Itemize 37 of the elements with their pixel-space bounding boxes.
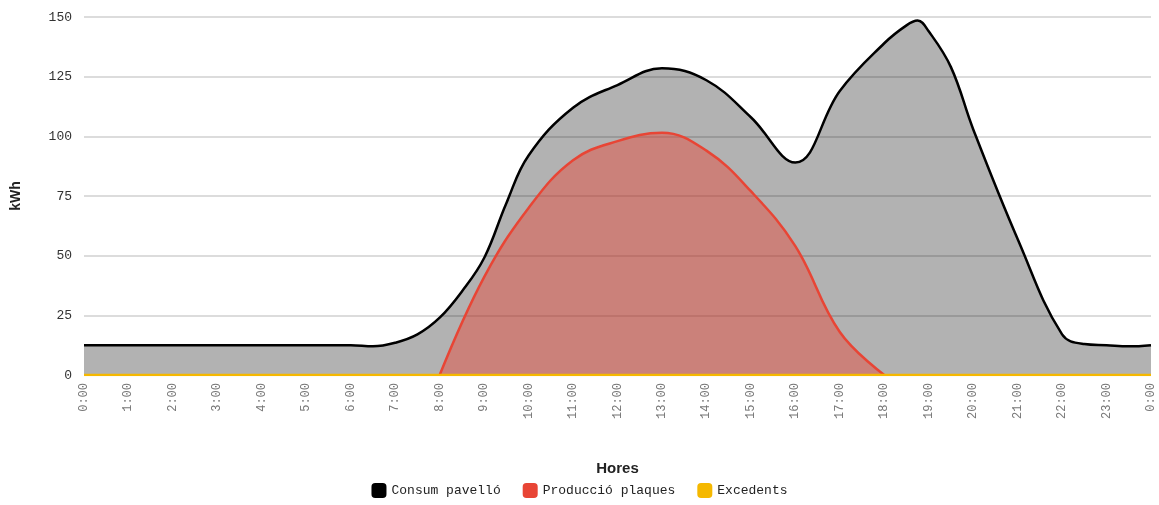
x-tick-label: 4:00 — [254, 383, 269, 412]
y-tick-label: 150 — [48, 9, 72, 25]
x-tick-label: 21:00 — [1010, 383, 1025, 420]
x-tick-label: 10:00 — [521, 383, 536, 420]
x-tick-label: 12:00 — [610, 383, 625, 420]
y-tick-label: 100 — [48, 128, 72, 144]
x-tick-label: 16:00 — [788, 383, 803, 420]
legend-label: Consum pavelló — [391, 483, 501, 498]
x-tick-label: 23:00 — [1099, 383, 1114, 420]
y-tick-label: 75 — [56, 188, 72, 204]
x-tick-label: 6:00 — [343, 383, 358, 412]
x-tick-label: 17:00 — [832, 383, 847, 420]
x-tick-label: 8:00 — [432, 383, 447, 412]
x-tick-label: 11:00 — [566, 383, 581, 420]
x-tick-label: 5:00 — [299, 383, 314, 412]
x-tick-label: 0:00 — [77, 383, 91, 412]
y-tick-label: 0 — [64, 367, 72, 383]
y-tick-label: 25 — [56, 307, 72, 323]
x-tick-label: 13:00 — [654, 383, 669, 420]
x-tick-label: 18:00 — [877, 383, 892, 420]
x-tick-label: 20:00 — [966, 383, 981, 420]
x-tick-label: 0:00 — [1144, 383, 1158, 412]
x-tick-label: 19:00 — [921, 383, 936, 420]
x-tick-label: 3:00 — [210, 383, 225, 412]
x-axis-title: Hores — [596, 459, 639, 476]
x-tick-label: 14:00 — [699, 383, 714, 420]
x-tick-label: 1:00 — [121, 383, 136, 412]
x-tick-label: 9:00 — [477, 383, 492, 412]
legend-label: Excedents — [717, 483, 788, 498]
x-tick-label: 22:00 — [1055, 383, 1070, 420]
y-tick-label: 50 — [56, 248, 72, 264]
legend-label: Producció plaques — [542, 483, 676, 498]
x-tick-label: 7:00 — [388, 383, 403, 412]
y-tick-label: 125 — [48, 69, 72, 85]
x-tick-label: 2:00 — [165, 383, 180, 412]
y-axis-title: kWh — [7, 181, 23, 211]
x-tick-label: 15:00 — [743, 383, 758, 420]
